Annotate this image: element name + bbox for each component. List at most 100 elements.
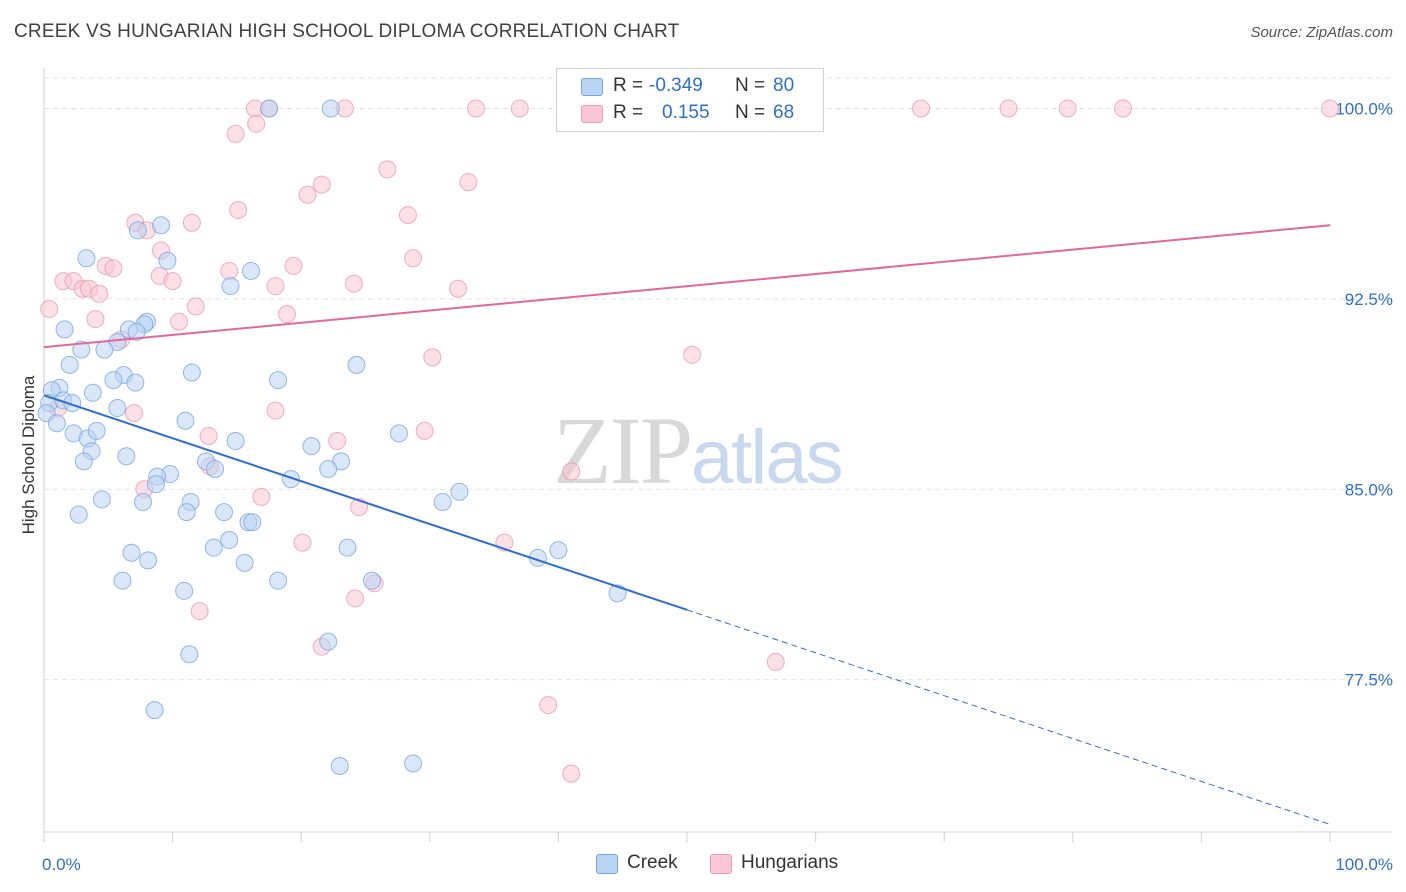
y-tick-label: 92.5% — [1345, 290, 1393, 309]
hungarians-point — [125, 404, 144, 423]
hungarians-point — [344, 274, 363, 293]
hungarians-point — [312, 175, 331, 194]
stats-row-hungarians: R = 0.155 N = 68 — [557, 101, 823, 127]
creek-trend-line — [43, 394, 688, 611]
r-label: R = — [613, 102, 644, 123]
hungarians-point — [186, 297, 205, 316]
hungarians-point — [86, 310, 105, 329]
creek-point — [128, 221, 147, 240]
creek-point — [126, 373, 145, 392]
hungarians-point — [328, 432, 347, 451]
creek-point — [176, 411, 195, 430]
creek-point — [127, 322, 146, 341]
hungarians-point — [766, 652, 785, 671]
y-tick-label: 77.5% — [1345, 671, 1393, 690]
hungarians-point — [252, 487, 271, 506]
creek-point — [319, 632, 338, 651]
legend-label-hungarians: Hungarians — [741, 852, 839, 873]
r-value: 0.155 — [662, 102, 710, 123]
hungarians-point — [510, 99, 529, 118]
hungarians-point — [449, 279, 468, 298]
creek-point — [269, 571, 288, 590]
creek-point — [269, 371, 288, 390]
y-tick-label: 85.0% — [1345, 480, 1393, 499]
creek-point — [243, 513, 262, 532]
creek-point — [404, 754, 423, 773]
creek-point — [152, 216, 171, 235]
creek-point — [113, 571, 132, 590]
chart-title: CREEK VS HUNGARIAN HIGH SCHOOL DIPLOMA C… — [14, 21, 680, 42]
hungarians-point — [1113, 99, 1132, 118]
creek-point — [362, 571, 381, 590]
source-credit: Source: ZipAtlas.com — [1250, 24, 1393, 41]
r-value: -0.349 — [649, 75, 703, 96]
legend-swatch-hungarians — [710, 854, 732, 874]
hungarians-point — [163, 272, 182, 291]
watermark-atlas: atlas — [691, 415, 844, 500]
n-label: N = — [735, 102, 766, 123]
creek-point — [330, 756, 349, 775]
creek-point — [260, 99, 279, 118]
creek-point — [338, 538, 357, 557]
creek-point — [242, 261, 261, 280]
hungarians-swatch — [581, 105, 603, 123]
creek-point — [226, 432, 245, 451]
creek-point — [108, 399, 127, 418]
creek-point — [117, 447, 136, 466]
creek-point — [204, 538, 223, 557]
creek-point — [74, 452, 93, 471]
hungarians-point — [404, 249, 423, 268]
stats-row-creek: R = -0.349 N = 80 — [557, 74, 823, 100]
hungarians-point — [415, 421, 434, 440]
hungarians-point — [398, 206, 417, 225]
creek-point — [180, 645, 199, 664]
creek-point — [92, 490, 111, 509]
creek-point — [83, 383, 102, 402]
hungarians-point — [293, 533, 312, 552]
hungarians-point — [220, 261, 239, 280]
n-value: 80 — [773, 75, 795, 96]
y-axis-label: High School Diploma — [19, 375, 38, 534]
creek-point — [69, 505, 88, 524]
hungarians-point — [182, 213, 201, 232]
creek-point — [182, 363, 201, 382]
n-label: N = — [735, 75, 766, 96]
hungarians-point — [999, 99, 1018, 118]
creek-point — [139, 551, 158, 570]
creek-point — [95, 340, 114, 359]
hungarians-point — [423, 348, 442, 367]
hungarians-point — [539, 696, 558, 715]
creek-point — [549, 541, 568, 560]
hungarians-point — [278, 305, 297, 324]
legend-label-creek: Creek — [627, 852, 678, 873]
hungarians-point — [226, 124, 245, 143]
creek-point — [206, 459, 225, 478]
legend-swatch-creek — [596, 854, 618, 874]
creek-point — [158, 251, 177, 270]
creek-point — [47, 414, 66, 433]
creek-point — [177, 503, 196, 522]
x-tick-label: 0.0% — [42, 855, 81, 874]
hungarians-point — [459, 173, 478, 192]
creek-point — [72, 340, 91, 359]
creek-point — [104, 371, 123, 390]
hungarians-point — [467, 99, 486, 118]
creek-point — [302, 437, 321, 456]
y-tick-label: 100.0% — [1335, 99, 1393, 118]
creek-point — [215, 503, 234, 522]
hungarians-point — [190, 602, 209, 621]
hungarians-point — [912, 99, 931, 118]
hungarians-point — [346, 589, 365, 608]
creek-point — [220, 531, 239, 550]
n-value: 68 — [773, 102, 795, 123]
creek-swatch — [581, 78, 603, 96]
creek-trend-line-extension — [686, 609, 1331, 825]
hungarians-point — [266, 401, 285, 420]
creek-point — [145, 701, 164, 720]
creek-point — [319, 459, 338, 478]
creek-point — [433, 492, 452, 511]
hungarians-point — [40, 300, 59, 319]
creek-point — [389, 424, 408, 443]
hungarians-point — [562, 764, 581, 783]
